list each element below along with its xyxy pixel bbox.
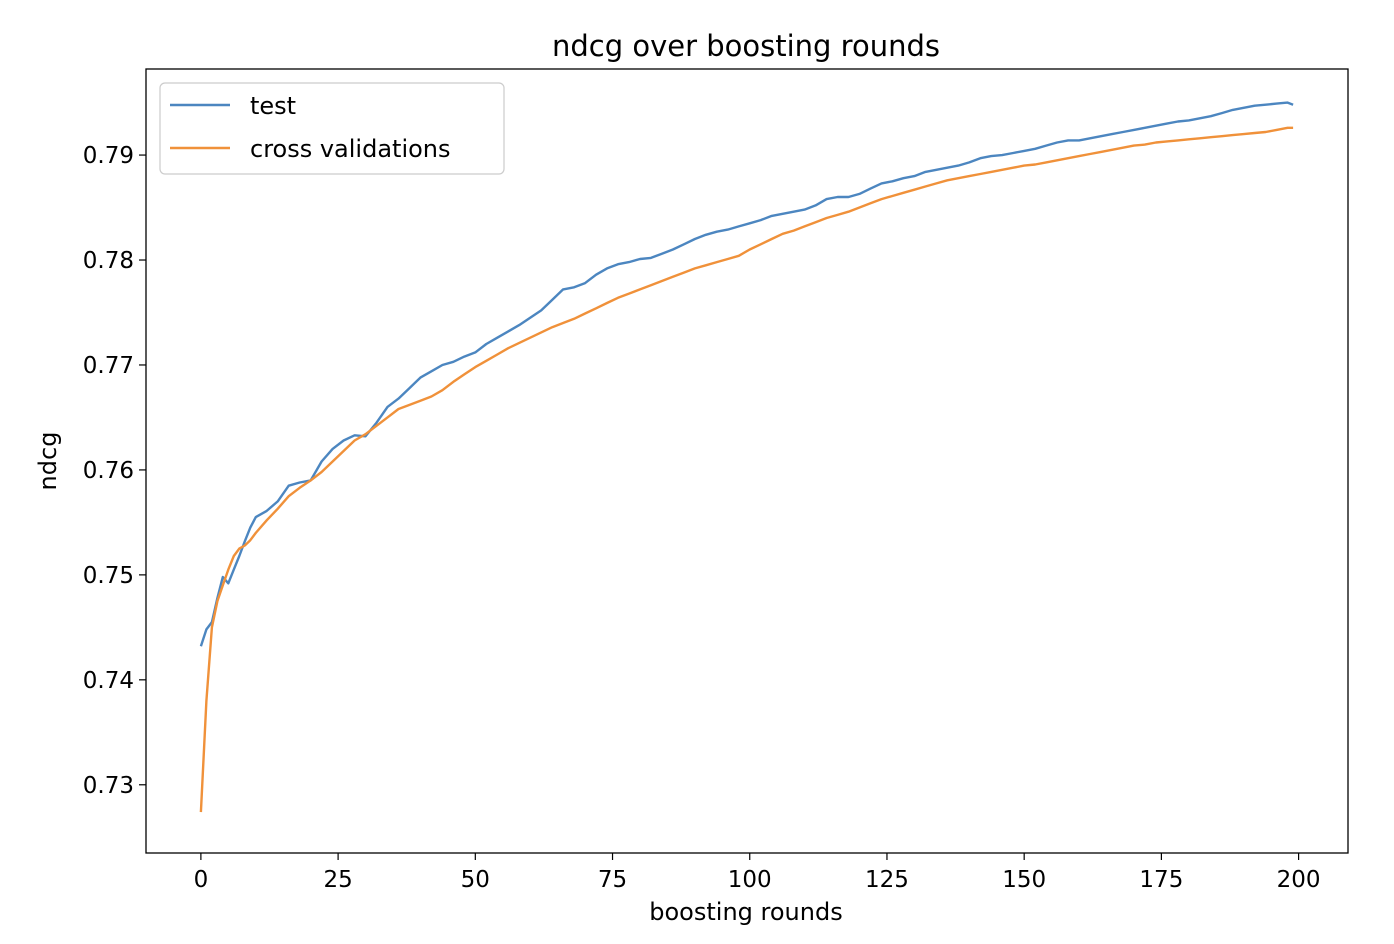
legend-label-cross-validations: cross validations xyxy=(250,135,451,163)
y-tick-label: 0.79 xyxy=(83,143,134,169)
x-tick-label: 75 xyxy=(598,867,627,893)
x-tick-label: 25 xyxy=(323,867,352,893)
x-tick-label: 125 xyxy=(865,867,909,893)
x-axis-label: boosting rounds xyxy=(649,898,842,926)
y-tick-label: 0.76 xyxy=(83,458,134,484)
series-line-test xyxy=(199,101,1294,647)
y-tick-label: 0.75 xyxy=(83,563,134,589)
y-tick-label: 0.78 xyxy=(83,248,134,274)
y-tick-label: 0.73 xyxy=(83,773,134,799)
series-line-cross-validations xyxy=(199,126,1294,813)
x-tick-label: 0 xyxy=(194,867,209,893)
y-axis-label: ndcg xyxy=(34,432,62,491)
plot-frame xyxy=(145,68,1349,854)
legend-box xyxy=(159,82,505,175)
y-tick-label: 0.74 xyxy=(83,668,134,694)
x-axis-ticks: 0 25 50 75 100 125 150 175 200 xyxy=(194,853,1321,893)
legend: test cross validations xyxy=(159,82,505,175)
x-tick-label: 50 xyxy=(461,867,490,893)
chart-title: ndcg over boosting rounds xyxy=(552,29,940,63)
plot-area xyxy=(199,101,1294,813)
x-tick-label: 150 xyxy=(1002,867,1046,893)
legend-label-test: test xyxy=(250,92,296,120)
x-tick-label: 200 xyxy=(1277,867,1321,893)
y-axis-ticks: 0.73 0.74 0.75 0.76 0.77 0.78 0.79 xyxy=(83,143,146,799)
x-tick-label: 100 xyxy=(728,867,772,893)
x-tick-label: 175 xyxy=(1139,867,1183,893)
y-tick-label: 0.77 xyxy=(83,353,134,379)
